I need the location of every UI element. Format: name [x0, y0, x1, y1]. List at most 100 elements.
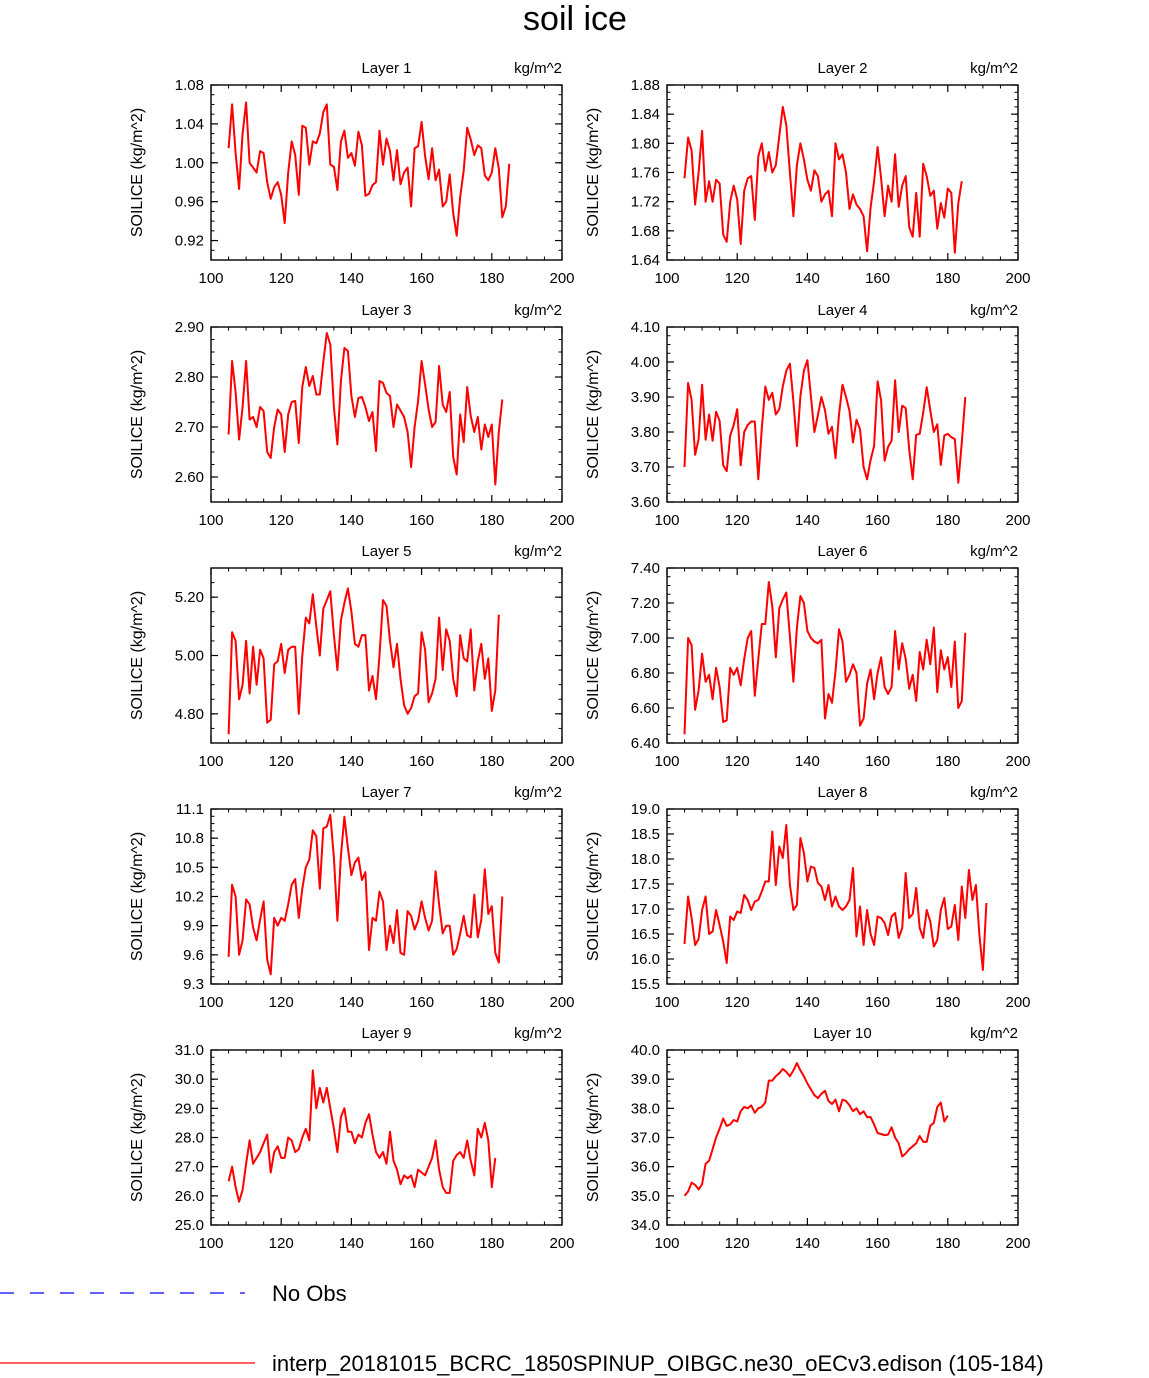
layer-6-units: kg/m^2	[970, 543, 1018, 560]
layer-4-y-tick-label: 3.60	[631, 494, 660, 511]
panel-layer-5: 100 120 140 160 180 200 4.80 5.00 5.20 Layer 5 kg/…	[129, 543, 575, 770]
layer-1-x-tick-label: 160	[409, 270, 434, 287]
layer-7-plot-frame	[210, 808, 563, 985]
layer-6-plot-frame	[666, 567, 1019, 744]
layer-9-y-tick-label: 27.0	[175, 1159, 204, 1176]
layer-2-x-tick-label: 100	[654, 270, 679, 287]
layer-9-y-axis-label: SOILICE (kg/m^2)	[129, 1073, 146, 1202]
layer-7-y-tick-label: 9.6	[183, 947, 204, 964]
layer-2-x-tick-label: 160	[865, 270, 890, 287]
layer-7-y-tick-label: 10.8	[175, 830, 204, 847]
layer-1-y-axis-label: SOILICE (kg/m^2)	[129, 108, 146, 237]
layer-8-y-tick-label: 18.0	[631, 851, 660, 868]
layer-10-x-tick-label: 140	[795, 1235, 820, 1252]
layer-10-y-axis-label: SOILICE (kg/m^2)	[585, 1073, 602, 1202]
layer-1-x-tick-label: 200	[549, 270, 574, 287]
layer-1-y-tick-label: 0.92	[175, 233, 204, 250]
layer-6-y-tick-label: 6.80	[631, 665, 660, 682]
layer-3-x-tick-label: 100	[198, 512, 223, 529]
legend-label-no-obs: No Obs	[272, 1281, 347, 1306]
layer-7-x-tick-label: 100	[198, 994, 223, 1011]
layer-7-title: Layer 7	[361, 784, 411, 801]
layer-3-x-tick-label: 200	[549, 512, 574, 529]
layer-9-units: kg/m^2	[514, 1025, 562, 1042]
layer-9-y-tick-label: 29.0	[175, 1100, 204, 1117]
layer-4-plot-frame	[666, 326, 1019, 503]
panel-layer-8: 100 120 140 160 180 200 15.5 16.0 16.5 17.0 17.5 18…	[585, 784, 1031, 1011]
layer-3-x-tick-label: 140	[339, 512, 364, 529]
layer-8-y-tick-label: 16.0	[631, 951, 660, 968]
layer-9-y-tick-label: 30.0	[175, 1071, 204, 1088]
layer-3-units: kg/m^2	[514, 302, 562, 319]
layer-9-title: Layer 9	[361, 1025, 411, 1042]
layer-2-units: kg/m^2	[970, 60, 1018, 77]
panel-layer-2: 100 120 140 160 180 200 1.64 1.68 1.72 1.76 1.80 1.…	[585, 60, 1031, 287]
layer-6-x-tick-label: 140	[795, 753, 820, 770]
layer-1-y-tick-label: 1.08	[175, 77, 204, 94]
layer-9-plot-frame	[210, 1049, 563, 1226]
layer-9-x-tick-label: 140	[339, 1235, 364, 1252]
layer-2-y-tick-label: 1.76	[631, 165, 660, 182]
layer-10-y-tick-label: 39.0	[631, 1071, 660, 1088]
panel-layer-9: 100 120 140 160 180 200 25.0 26.0 27.0 28.0 29.0 30…	[129, 1025, 575, 1252]
layer-2-x-tick-label: 180	[935, 270, 960, 287]
layer-6-y-tick-label: 7.00	[631, 630, 660, 647]
layer-1-x-tick-label: 140	[339, 270, 364, 287]
layer-3-series-line	[227, 332, 504, 486]
layer-9-y-tick-label: 31.0	[175, 1042, 204, 1059]
layer-8-y-tick-label: 17.5	[631, 876, 660, 893]
layer-10-x-tick-label: 180	[935, 1235, 960, 1252]
layer-2-y-tick-label: 1.80	[631, 135, 660, 152]
layer-5-x-tick-label: 200	[549, 753, 574, 770]
layer-2-plot-frame	[666, 84, 1019, 261]
layer-5-y-tick-label: 5.00	[175, 648, 204, 665]
layer-3-x-tick-label: 160	[409, 512, 434, 529]
layer-2-y-tick-label: 1.88	[631, 77, 660, 94]
layer-2-series-line	[683, 105, 963, 254]
layer-10-x-tick-label: 120	[725, 1235, 750, 1252]
layer-5-x-tick-label: 180	[479, 753, 504, 770]
panel-layer-4: 100 120 140 160 180 200 3.60 3.70 3.80 3.90 4.00 4.…	[585, 302, 1031, 529]
panel-layer-6: 100 120 140 160 180 200 6.40 6.60 6.80 7.00 7.20 7.…	[585, 543, 1031, 770]
layer-2-x-tick-label: 200	[1005, 270, 1030, 287]
layer-9-y-tick-label: 26.0	[175, 1188, 204, 1205]
layer-5-x-tick-label: 160	[409, 753, 434, 770]
layer-8-plot-frame	[666, 808, 1019, 985]
layer-8-x-tick-label: 180	[935, 994, 960, 1011]
layer-4-y-tick-label: 3.80	[631, 424, 660, 441]
layer-5-title: Layer 5	[361, 543, 411, 560]
layer-10-series-line	[683, 1062, 949, 1197]
layer-3-y-tick-label: 2.60	[175, 469, 204, 486]
layer-3-y-axis-label: SOILICE (kg/m^2)	[129, 350, 146, 479]
panel-layer-1: 100 120 140 160 180 200 0.92 0.96 1.00 1.04 1.08 La…	[129, 60, 575, 287]
layer-6-y-tick-label: 6.60	[631, 700, 660, 717]
layer-8-x-tick-label: 160	[865, 994, 890, 1011]
layer-9-x-tick-label: 200	[549, 1235, 574, 1252]
layer-2-x-tick-label: 120	[725, 270, 750, 287]
layer-3-y-tick-label: 2.80	[175, 369, 204, 386]
layer-7-y-axis-label: SOILICE (kg/m^2)	[129, 832, 146, 961]
layer-8-y-tick-label: 18.5	[631, 826, 660, 843]
layer-10-y-tick-label: 37.0	[631, 1130, 660, 1147]
layer-9-series-line	[227, 1069, 497, 1203]
layer-4-units: kg/m^2	[970, 302, 1018, 319]
layer-5-x-tick-label: 100	[198, 753, 223, 770]
layer-6-x-tick-label: 100	[654, 753, 679, 770]
layer-6-y-tick-label: 7.40	[631, 560, 660, 577]
layer-1-y-tick-label: 1.00	[175, 155, 204, 172]
layer-8-y-tick-label: 17.0	[631, 901, 660, 918]
layer-5-plot-frame	[210, 567, 563, 744]
layer-8-y-tick-label: 19.0	[631, 801, 660, 818]
layer-1-units: kg/m^2	[514, 60, 562, 77]
layer-4-y-axis-label: SOILICE (kg/m^2)	[585, 350, 602, 479]
layer-6-x-tick-label: 200	[1005, 753, 1030, 770]
legend: No Obs interp_20181015_BCRC_1850SPINUP_O…	[0, 1281, 1044, 1376]
layer-8-title: Layer 8	[817, 784, 867, 801]
layer-6-title: Layer 6	[817, 543, 867, 560]
layer-1-x-tick-label: 120	[269, 270, 294, 287]
layer-4-series-line	[683, 359, 967, 484]
layer-10-y-tick-label: 34.0	[631, 1217, 660, 1234]
layer-7-series-line	[227, 813, 504, 976]
layer-9-x-tick-label: 180	[479, 1235, 504, 1252]
layer-10-x-tick-label: 100	[654, 1235, 679, 1252]
